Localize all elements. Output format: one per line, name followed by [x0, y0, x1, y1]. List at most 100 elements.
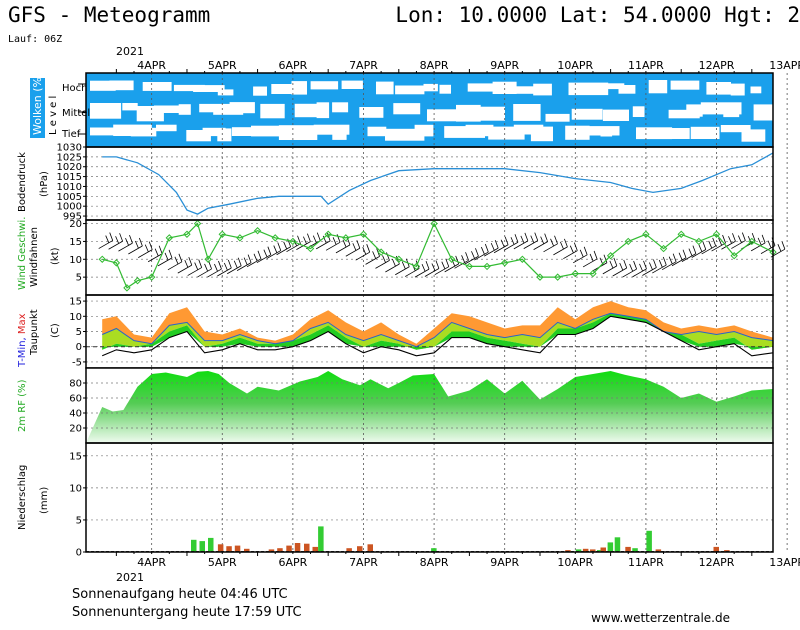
wind-speed-point: [204, 255, 212, 263]
cloud-block-mid: [122, 103, 138, 111]
cloud-level-mid: Mittel: [62, 108, 90, 119]
wind-speed-point: [193, 219, 202, 228]
wind-barb: [454, 252, 469, 269]
wind-barb-flag: [540, 236, 545, 244]
wind-speed-point: [518, 255, 527, 263]
wind-speed-point: [218, 230, 226, 238]
wind-barb-flag: [629, 263, 633, 272]
run-label: Lauf: 06Z: [8, 34, 62, 45]
cloud-block-low: [251, 125, 285, 137]
cloud-block-low: [130, 127, 157, 137]
wind-barb-flag: [297, 235, 301, 244]
cloud-block-high: [376, 81, 394, 95]
wind-barb: [533, 233, 549, 250]
x-label-bottom: 5APR: [208, 556, 237, 569]
wind-barb-shaft: [177, 264, 192, 274]
y-tick-label: 60: [69, 394, 82, 405]
cloud-block-low: [202, 127, 226, 137]
cloud-block-high: [217, 89, 234, 96]
cloud-block-high: [173, 84, 205, 92]
cloud-label-bg: [30, 78, 45, 138]
pressure-line: [102, 152, 774, 215]
cloud-level-low: Tief: [61, 129, 81, 140]
panel-frame: [85, 146, 774, 221]
wind-barb: [246, 250, 262, 268]
wind-speed-point: [536, 273, 544, 281]
cloud-block-low: [385, 128, 425, 141]
wind-barb-flag: [619, 262, 624, 271]
cloud-block-mid: [316, 102, 330, 119]
precip-bar: [597, 550, 603, 552]
wind-barb: [513, 232, 529, 250]
panel-frame: [85, 442, 774, 553]
cloud-block-high: [439, 84, 451, 94]
wind-barb-shaft: [157, 257, 173, 267]
wind-speed-point: [448, 255, 456, 263]
wind-barb-flag: [613, 257, 618, 266]
tmin-label: T-Min,: [17, 334, 28, 368]
cloud-block-mid: [723, 103, 740, 118]
tmin-band: [102, 313, 773, 350]
cloud-level-label: L e v e l: [48, 96, 59, 135]
y-tick-label: 1025: [57, 152, 82, 163]
cloud-block-mid: [393, 103, 421, 115]
wind-barb-shaft: [474, 251, 489, 261]
cloud-block-mid: [427, 109, 459, 122]
x-label-bottom: 4APR: [137, 556, 166, 569]
y-tick-label: 1010: [57, 182, 82, 193]
wind-barb-flag: [583, 246, 588, 255]
wind-barb-flag: [125, 237, 129, 246]
wind-barb-flag: [593, 250, 598, 260]
wind-barb: [652, 256, 667, 274]
wind-barb-shaft: [484, 247, 499, 257]
wind-barb: [493, 236, 509, 254]
precip-bar: [575, 549, 582, 552]
cloud-block-low: [217, 128, 232, 142]
wind-barb: [612, 259, 628, 277]
wind-barb-flag: [757, 237, 762, 246]
wind-barb-flag: [741, 232, 746, 241]
wind-barb-shaft: [147, 253, 163, 263]
cloud-block-high: [618, 85, 636, 94]
wind-barb-flag: [198, 259, 203, 268]
wind-barb-flag: [455, 255, 460, 265]
wind-barb-shaft: [325, 241, 341, 251]
y-tick-label: 5: [76, 327, 82, 338]
wind-barb: [128, 237, 143, 255]
cloud-block-low: [706, 127, 717, 139]
source-link[interactable]: www.wetterzentrale.de: [591, 611, 730, 625]
wind-barb-shaft: [355, 251, 370, 261]
tmin-line: [102, 312, 774, 348]
wind-barb: [484, 239, 499, 257]
wind-barb-shaft: [108, 240, 123, 250]
wind-barb-flag: [560, 241, 564, 250]
wind-barb-shaft: [632, 268, 647, 278]
wind-barb-flag: [168, 249, 173, 259]
wind-barb-flag: [649, 262, 653, 270]
wind-barb-flag: [494, 239, 499, 249]
wind-barb-shaft: [375, 260, 390, 269]
wind-barb-flag: [737, 235, 742, 243]
wind-barb-flag: [431, 263, 436, 271]
wind-barb-flag: [392, 258, 396, 267]
wind-barb-shaft: [543, 243, 558, 253]
wind-barb-flag: [732, 233, 736, 242]
precip-unit: (mm): [39, 487, 50, 514]
location-label: Lon: 10.0000 Lat: 54.0000 Hgt: 2: [395, 3, 800, 27]
x-label-bottom: 13APR: [769, 556, 800, 569]
cloud-block-high: [395, 85, 425, 95]
wind-barb-shaft: [493, 244, 509, 254]
precip-bar: [600, 547, 606, 552]
wind-barb-shaft: [424, 268, 440, 277]
cloud-block-high: [706, 82, 731, 95]
wind-barb-flag: [688, 248, 693, 256]
temp-ylabel: T-Min, Max: [17, 313, 28, 368]
wind-speed-point: [359, 230, 368, 238]
wind-barb-flag: [144, 244, 149, 252]
wind-barb-ylabel: Windfahnen: [29, 227, 40, 287]
precip-bar: [191, 539, 197, 552]
wind-barb: [256, 246, 272, 264]
wind-barb-flag: [362, 247, 367, 255]
wind-barb-flag: [332, 237, 337, 245]
wind-barb-flag: [672, 253, 677, 262]
